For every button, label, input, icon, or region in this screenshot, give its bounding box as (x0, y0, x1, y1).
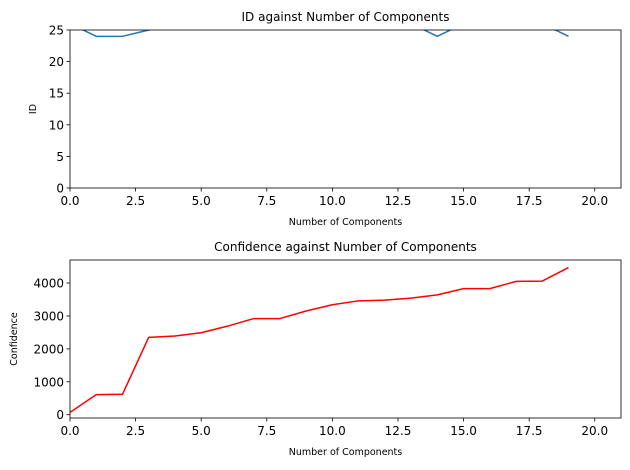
confidence-series-line (70, 266, 569, 414)
confidence-x-tick-label: 2.5 (126, 424, 145, 438)
id-x-tick-label: 15.0 (450, 194, 477, 208)
id-x-tick-label: 10.0 (319, 194, 346, 208)
id-y-axis-label: ID (28, 104, 39, 114)
id-x-axis-label: Number of Components (289, 217, 403, 228)
confidence-y-tick-label: 2000 (33, 342, 64, 356)
confidence-y-tick-label: 1000 (33, 375, 64, 389)
confidence-x-tick-label: 7.5 (257, 424, 276, 438)
id-x-tick-label: 5.0 (192, 194, 211, 208)
id-x-tick-label: 7.5 (257, 194, 276, 208)
confidence-x-tick-label: 12.5 (385, 424, 412, 438)
confidence-x-tick-label: 17.5 (516, 424, 543, 438)
id-x-tick-label: 2.5 (126, 194, 145, 208)
id-y-tick-label: 15 (49, 87, 64, 101)
confidence-x-axis-label: Number of Components (289, 447, 403, 458)
id-axes-frame (69, 29, 622, 189)
id-x-tick-label: 20.0 (581, 194, 608, 208)
confidence-x-tick-label: 10.0 (319, 424, 346, 438)
id-y-tick-label: 20 (49, 55, 64, 69)
confidence-axes-frame (69, 259, 622, 419)
confidence-y-tick-label: 0 (56, 408, 64, 422)
confidence-y-tick-label: 4000 (33, 277, 64, 291)
id-chart-title: ID against Number of Components (242, 10, 450, 24)
confidence-x-tick-label: 0.0 (60, 424, 79, 438)
confidence-y-tick-label: 3000 (33, 309, 64, 323)
chart-panel-confidence: 0.0 2.5 5.0 7.5 10.0 12.5 15.0 17.5 20.0 0 1000 200… (9, 240, 622, 458)
confidence-x-tick-label: 15.0 (450, 424, 477, 438)
id-y-tick-label: 5 (56, 150, 64, 164)
confidence-chart-title: Confidence against Number of Components (214, 240, 477, 254)
id-y-tick-label: 0 (56, 182, 64, 196)
id-x-tick-label: 0.0 (60, 194, 79, 208)
confidence-x-tick-label: 20.0 (581, 424, 608, 438)
id-x-tick-label: 17.5 (516, 194, 543, 208)
id-y-tick-label: 25 (49, 24, 64, 38)
chart-panel-id: 0.0 2.5 5.0 7.5 10.0 12.5 15.0 17.5 20.0 0 5 10 15 20… (28, 10, 622, 228)
id-x-tick-label: 12.5 (385, 194, 412, 208)
confidence-y-axis-label: Confidence (9, 312, 20, 366)
confidence-x-tick-label: 5.0 (192, 424, 211, 438)
id-y-tick-label: 10 (49, 118, 64, 132)
